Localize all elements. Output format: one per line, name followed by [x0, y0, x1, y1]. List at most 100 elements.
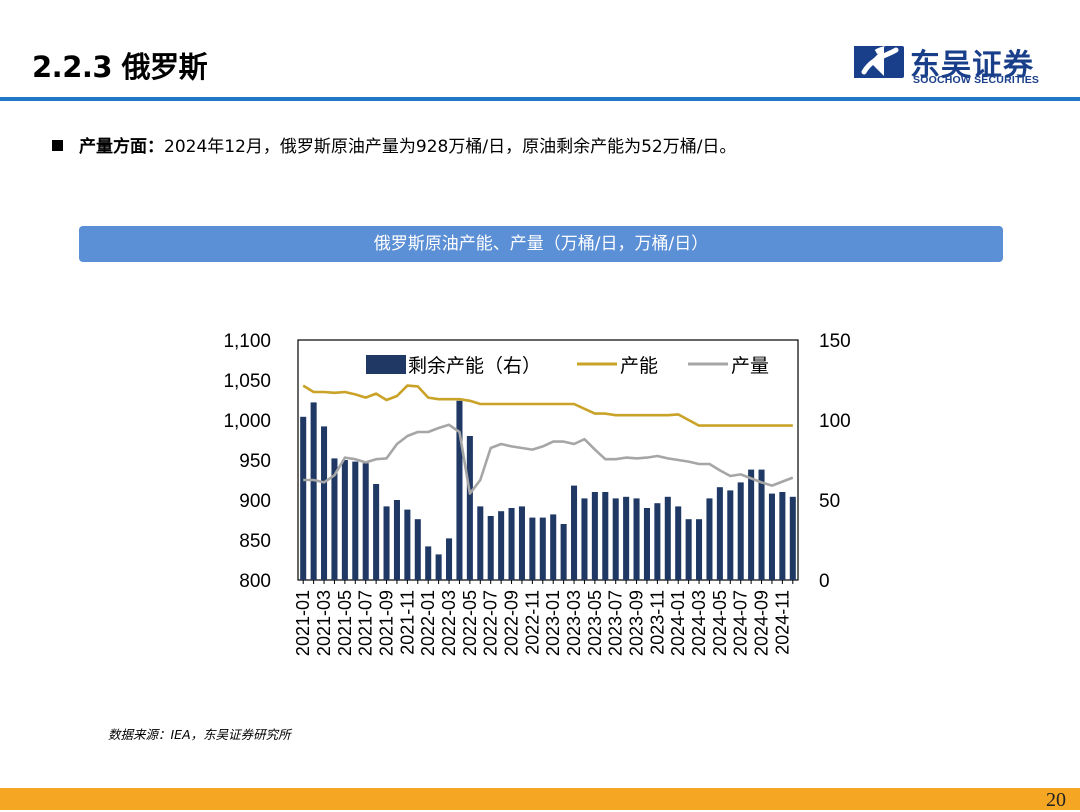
surplus-capacity-bar	[352, 461, 359, 580]
x-axis-tick-label: 2021-03	[314, 590, 334, 656]
x-axis-tick-label: 2024-01	[668, 590, 688, 656]
surplus-capacity-bar	[341, 460, 348, 580]
x-axis-tick-label: 2023-03	[564, 590, 584, 656]
right-axis-tick-label: 0	[819, 571, 830, 592]
surplus-capacity-bar	[310, 402, 317, 580]
data-source-note: 数据来源：IEA，东吴证券研究所	[108, 727, 291, 742]
left-axis-tick-label: 1,100	[223, 331, 271, 352]
surplus-capacity-bar	[508, 508, 515, 580]
surplus-capacity-bar	[758, 469, 765, 580]
x-axis-tick-label: 2021-01	[293, 590, 313, 656]
x-axis-tick-label: 2021-11	[397, 590, 417, 655]
surplus-capacity-bar	[581, 498, 588, 580]
surplus-capacity-bar	[414, 519, 421, 580]
x-axis-tick-label: 2024-09	[752, 590, 772, 656]
surplus-capacity-bar	[446, 538, 453, 580]
surplus-capacity-bar	[498, 511, 505, 580]
surplus-capacity-bar	[675, 506, 682, 580]
soochow-logo-icon	[854, 45, 904, 78]
legend-production-label: 产量	[731, 355, 769, 377]
x-axis-tick-label: 2022-01	[418, 590, 438, 656]
x-axis-tick-label: 2024-07	[731, 590, 751, 656]
x-axis-tick-label: 2022-07	[481, 590, 501, 656]
surplus-capacity-bar	[456, 400, 463, 580]
footer-bar	[0, 788, 1080, 810]
surplus-capacity-bar	[550, 514, 557, 580]
surplus-capacity-bar	[685, 519, 692, 580]
legend-surplus-swatch	[366, 355, 406, 374]
surplus-capacity-bar	[789, 496, 796, 580]
surplus-capacity-bar	[404, 509, 411, 580]
surplus-capacity-bar	[321, 426, 328, 580]
x-axis-tick-label: 2023-07	[606, 590, 626, 656]
x-axis-tick-label: 2023-05	[585, 590, 605, 656]
logo-chinese-name: 东吴证券	[910, 48, 1034, 83]
logo-english-name: SOOCHOW SECURITIES	[913, 74, 1040, 86]
surplus-capacity-bar	[779, 492, 786, 580]
brand-logo: 东吴证券 SOOCHOW SECURITIES	[850, 40, 1055, 88]
x-axis-tick-label: 2024-03	[689, 590, 709, 656]
production-line	[303, 423, 794, 495]
x-axis-tick-label: 2021-05	[335, 590, 355, 656]
left-axis-tick-label: 900	[239, 491, 271, 512]
x-axis-tick-label: 2022-09	[502, 590, 522, 656]
surplus-capacity-bar	[435, 554, 442, 580]
bullet-square-icon	[52, 140, 63, 151]
x-axis-tick-label: 2021-09	[377, 590, 397, 656]
chart-title-banner: 俄罗斯原油产能、产量（万桶/日，万桶/日）	[79, 226, 1003, 262]
surplus-capacity-bar	[362, 463, 369, 580]
left-axis-tick-label: 950	[239, 451, 271, 472]
surplus-capacity-bar	[633, 498, 640, 580]
legend-capacity-label: 产能	[620, 355, 658, 377]
surplus-capacity-bar	[664, 496, 671, 580]
surplus-capacity-bar	[591, 492, 598, 580]
right-axis-tick-label: 150	[819, 331, 851, 352]
surplus-capacity-bar	[331, 458, 338, 580]
bullet-point: 产量方面：2024年12月，俄罗斯原油产量为928万桶/日，原油剩余产能为52万…	[52, 132, 736, 157]
right-axis-tick-label: 100	[819, 411, 851, 432]
bullet-label: 产量方面：	[79, 137, 164, 157]
surplus-capacity-bar	[373, 484, 380, 580]
x-axis-tick-label: 2022-05	[460, 590, 480, 656]
surplus-capacity-bar	[487, 516, 494, 580]
surplus-capacity-bar	[425, 546, 432, 580]
surplus-capacity-bar	[571, 485, 578, 580]
left-axis-tick-label: 1,050	[223, 371, 271, 392]
surplus-capacity-bar	[706, 498, 713, 580]
capacity-line	[302, 384, 793, 427]
surplus-capacity-bar	[383, 506, 390, 580]
surplus-capacity-bar	[560, 524, 567, 580]
surplus-capacity-bar	[768, 493, 775, 580]
surplus-capacity-bar	[300, 416, 307, 580]
surplus-capacity-bar	[696, 519, 703, 580]
surplus-capacity-bar	[623, 496, 630, 580]
bullet-text: 2024年12月，俄罗斯原油产量为928万桶/日，原油剩余产能为52万桶/日。	[164, 137, 737, 157]
surplus-capacity-bar	[727, 490, 734, 580]
left-axis-tick-label: 800	[239, 571, 271, 592]
surplus-capacity-bar	[539, 517, 546, 580]
surplus-capacity-bar	[466, 436, 473, 580]
surplus-capacity-bar	[602, 492, 609, 580]
surplus-capacity-bar	[748, 469, 755, 580]
x-axis-tick-label: 2023-11	[647, 590, 667, 655]
surplus-capacity-bar	[612, 498, 619, 580]
chart: 800 850 900 950 1,000 1,050 1,100 0 50 100 150 2021…	[223, 331, 851, 656]
x-axis-tick-label: 2022-11	[522, 590, 542, 655]
x-axis-tick-label: 2023-01	[543, 590, 563, 656]
surplus-capacity-bar	[716, 487, 723, 580]
surplus-capacity-bar	[393, 500, 400, 580]
left-axis-tick-label: 1,000	[223, 411, 271, 432]
surplus-capacity-bar	[737, 482, 744, 580]
surplus-capacity-bar	[477, 506, 484, 580]
right-axis-tick-label: 50	[819, 491, 840, 512]
header-divider	[0, 97, 1080, 101]
x-axis-tick-label: 2022-03	[439, 590, 459, 656]
x-axis-tick-label: 2023-09	[627, 590, 647, 656]
x-axis-tick-label: 2024-05	[710, 590, 730, 656]
page-number: 20	[1046, 789, 1066, 811]
legend-surplus-label: 剩余产能（右）	[408, 355, 541, 377]
x-axis-tick-label: 2024-11	[772, 590, 792, 655]
plot-frame	[297, 339, 799, 581]
surplus-capacity-bar	[654, 503, 661, 580]
surplus-capacity-bar	[643, 508, 650, 580]
